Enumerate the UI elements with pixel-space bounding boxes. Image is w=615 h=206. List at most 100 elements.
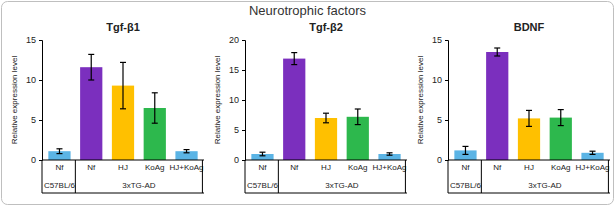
y-tick: 20 xyxy=(229,35,245,45)
group-label: C57BL/6 xyxy=(247,181,279,190)
group-separator xyxy=(608,160,609,193)
error-bar-part xyxy=(497,48,498,56)
chart-title: Tgf-β2 xyxy=(309,21,343,33)
x-tick-label: Nf xyxy=(461,163,470,172)
y-tick-label: 10 xyxy=(229,95,239,105)
y-tick-mark xyxy=(39,40,42,41)
x-tick: Nf xyxy=(87,163,96,172)
plot-area xyxy=(454,48,603,160)
x-tick: Nf xyxy=(55,163,64,172)
error-bar-part xyxy=(152,123,158,124)
y-tick-label: 10 xyxy=(26,75,36,85)
y-axis: 0 5 10 15 xyxy=(26,35,43,165)
error-bar-part xyxy=(259,155,265,156)
error-bar xyxy=(259,152,265,156)
x-tick: HJ xyxy=(524,163,534,172)
error-bar xyxy=(558,110,564,126)
error-bar-part xyxy=(88,79,94,80)
group-separator xyxy=(278,160,279,193)
y-tick: 10 xyxy=(229,95,245,105)
x-tick-label: HJ xyxy=(524,163,534,172)
y-tick-label: 5 xyxy=(234,125,239,135)
y-tick: 0 xyxy=(31,155,42,165)
y-tick-mark xyxy=(242,70,245,71)
y-axis-title: Relative expression level xyxy=(213,56,222,145)
error-bar xyxy=(387,153,393,155)
y-axis-line xyxy=(242,41,246,161)
error-bar-part xyxy=(558,109,564,110)
group-separator xyxy=(245,160,246,193)
error-bar-part xyxy=(120,108,126,109)
group-label: C57BL/6 xyxy=(44,181,76,190)
y-tick-mark xyxy=(39,120,42,121)
x-tick: Nf xyxy=(290,163,299,172)
error-bar-part xyxy=(590,151,596,152)
group-label: 3xTG-AD xyxy=(325,181,359,190)
error-bar-part xyxy=(323,113,329,114)
x-tick-label: KoAg xyxy=(348,163,368,172)
error-bar-part xyxy=(152,92,158,93)
y-tick: 15 xyxy=(432,35,448,45)
error-bar-part xyxy=(357,109,358,125)
x-axis-line xyxy=(42,160,204,161)
error-bar-part xyxy=(184,152,190,153)
error-bar-part xyxy=(387,155,393,156)
y-tick: 10 xyxy=(432,75,448,85)
error-bar-part xyxy=(259,152,265,153)
error-bar-part xyxy=(294,53,295,65)
error-bar-part xyxy=(56,153,62,154)
panel: Tgf-β2Relative expression level05101520N… xyxy=(213,21,407,193)
bar xyxy=(581,153,603,160)
x-tick: HJ+KoAg xyxy=(373,163,407,172)
y-tick: 15 xyxy=(26,35,42,45)
x-tick-label: Nf xyxy=(55,163,64,172)
error-bar xyxy=(494,48,500,56)
x-tick: KoAg xyxy=(348,163,368,172)
group-baseline xyxy=(245,193,407,194)
error-bar-part xyxy=(462,146,468,147)
x-tick-label: Nf xyxy=(87,163,96,172)
x-axis-line xyxy=(245,160,407,161)
chart-title: BDNF xyxy=(514,21,545,33)
y-tick-mark xyxy=(445,80,448,81)
y-tick-label: 15 xyxy=(229,65,239,75)
x-tick: HJ xyxy=(118,163,128,172)
error-bar-part xyxy=(462,154,468,155)
error-bar-part xyxy=(122,62,123,108)
x-tick: HJ+KoAg xyxy=(170,163,204,172)
error-bar-part xyxy=(494,47,500,48)
y-axis-line xyxy=(445,41,449,161)
y-tick-mark xyxy=(242,40,245,41)
error-bar-part xyxy=(91,54,92,80)
error-bar-part xyxy=(291,64,297,65)
y-tick-label: 15 xyxy=(26,35,36,45)
error-bar-part xyxy=(59,149,60,154)
x-tick-label: Nf xyxy=(258,163,267,172)
y-tick-label: 15 xyxy=(432,35,442,45)
error-bar-part xyxy=(355,124,361,125)
chart-title: Tgf-β1 xyxy=(106,21,140,33)
figure: Neurotrophic factorsTgf-β1Relative expre… xyxy=(0,0,615,206)
error-bar-part xyxy=(184,149,190,150)
x-tick-label: HJ+KoAg xyxy=(373,163,407,172)
error-bar xyxy=(323,113,329,123)
x-tick-label: Nf xyxy=(493,163,502,172)
y-tick-mark xyxy=(445,40,448,41)
y-tick-label: 20 xyxy=(229,35,239,45)
y-tick-label: 5 xyxy=(31,115,36,125)
x-tick: Nf xyxy=(461,163,470,172)
group-baseline xyxy=(42,193,204,194)
error-bar-part xyxy=(56,148,62,149)
bar xyxy=(486,52,508,160)
x-axis: NfNfHJKoAgHJ+KoAg xyxy=(245,160,407,172)
error-bar-part xyxy=(590,154,596,155)
x-tick: Nf xyxy=(258,163,267,172)
error-bar-part xyxy=(560,110,561,126)
error-bar-part xyxy=(465,146,466,154)
y-axis: 051015 xyxy=(432,35,449,165)
y-tick-mark xyxy=(242,130,245,131)
x-axis: NfNfHJKoAgHJ+KoAg xyxy=(448,160,610,172)
bar xyxy=(315,118,337,160)
y-tick: 10 xyxy=(26,75,42,85)
y-tick-label: 10 xyxy=(432,75,442,85)
